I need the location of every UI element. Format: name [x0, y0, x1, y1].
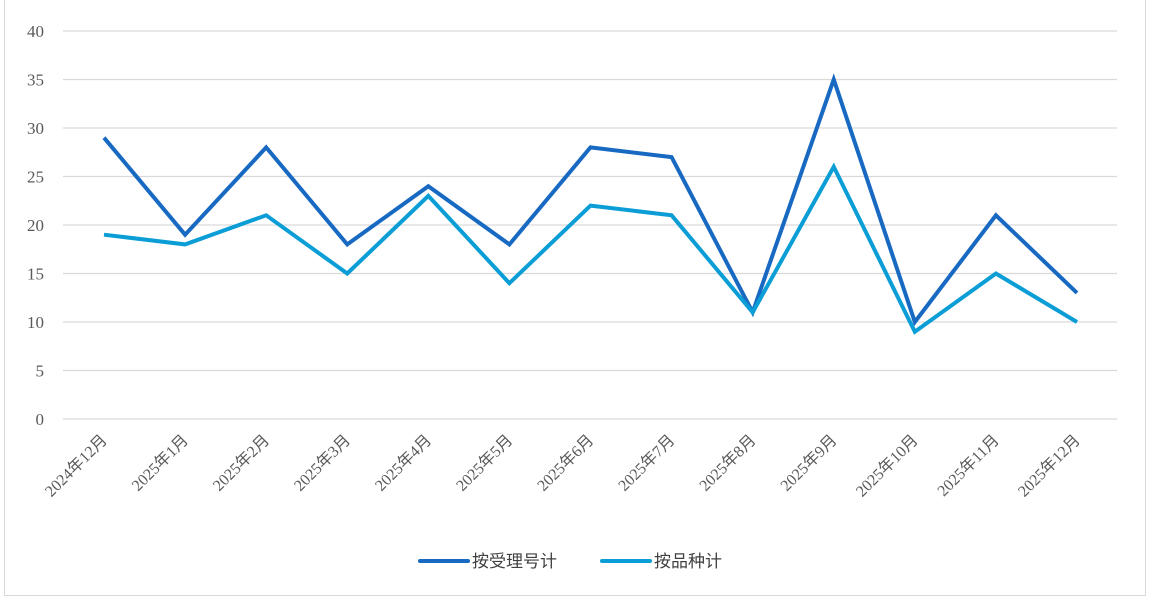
y-tick-label: 25 [27, 168, 44, 187]
series-line-2 [103, 162, 1079, 335]
x-tick-label: 2025年2月 [209, 431, 273, 495]
x-tick-label: 2025年12月 [1015, 431, 1084, 500]
y-tick-label: 10 [27, 313, 44, 332]
x-tick-label: 2025年9月 [777, 431, 841, 495]
y-tick-label: 15 [27, 265, 44, 284]
y-tick-label: 30 [27, 119, 44, 138]
x-tick-label: 2025年7月 [615, 431, 679, 495]
y-tick-label: 40 [27, 22, 44, 41]
x-tick-label: 2025年6月 [534, 431, 598, 495]
y-tick-label: 35 [27, 71, 44, 90]
x-tick-label: 2025年11月 [934, 431, 1003, 500]
legend-label: 按品种计 [654, 552, 722, 571]
series-line-1 [102, 73, 1079, 327]
y-tick-label: 5 [36, 362, 45, 381]
x-tick-label: 2025年5月 [453, 431, 517, 495]
legend-label: 按受理号计 [472, 552, 557, 571]
x-tick-label: 2025年4月 [372, 431, 436, 495]
x-tick-label: 2025年10月 [852, 431, 921, 500]
y-tick-label: 0 [36, 410, 45, 429]
chart-frame [4, 0, 1146, 596]
y-tick-label: 20 [27, 216, 44, 235]
x-tick-label: 2025年3月 [290, 431, 354, 495]
x-tick-label: 2025年1月 [128, 431, 192, 495]
x-tick-label: 2024年12月 [42, 431, 111, 500]
x-tick-label: 2025年8月 [696, 431, 760, 495]
